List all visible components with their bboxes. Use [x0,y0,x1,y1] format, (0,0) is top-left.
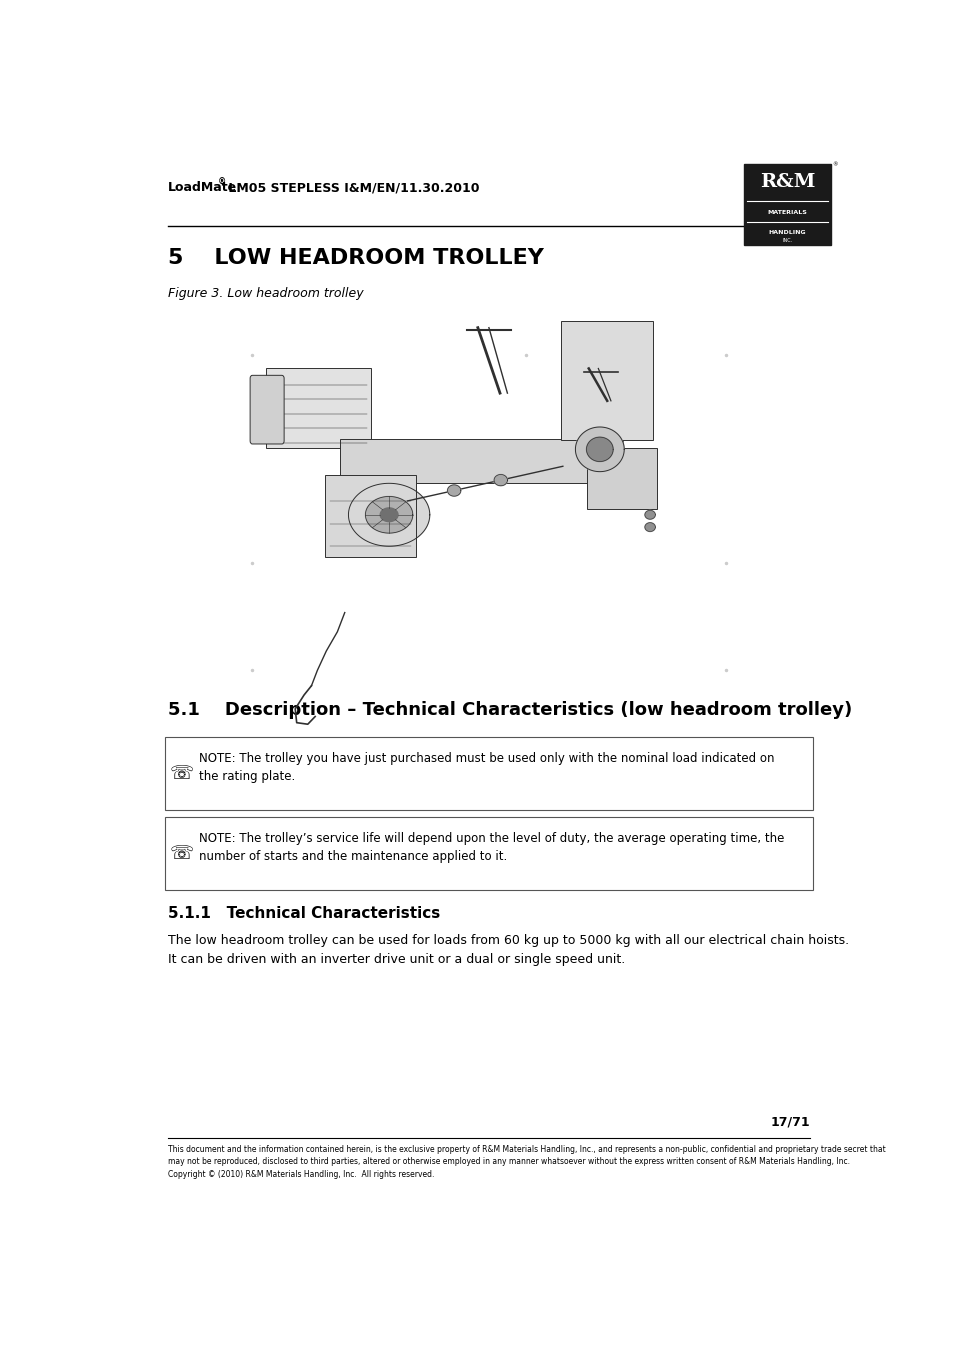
Text: ☏: ☏ [169,763,193,784]
Polygon shape [365,496,413,534]
Text: Figure 3. Low headroom trolley: Figure 3. Low headroom trolley [168,286,363,300]
Polygon shape [348,484,429,546]
Text: R&M: R&M [760,173,815,192]
Polygon shape [380,508,397,521]
Text: 17/71: 17/71 [769,1116,809,1128]
FancyBboxPatch shape [743,163,830,245]
Text: MATERIALS: MATERIALS [767,209,806,215]
Text: The low headroom trolley can be used for loads from 60 kg up to 5000 kg with all: The low headroom trolley can be used for… [168,934,848,966]
FancyBboxPatch shape [165,738,812,809]
Text: 5.1.1   Technical Characteristics: 5.1.1 Technical Characteristics [168,907,440,921]
FancyBboxPatch shape [250,376,284,444]
Text: NOTE: The trolley’s service life will depend upon the level of duty, the average: NOTE: The trolley’s service life will de… [199,832,783,863]
Polygon shape [494,474,507,486]
Polygon shape [586,438,613,462]
Polygon shape [644,511,655,519]
FancyBboxPatch shape [165,817,812,890]
Text: ☏: ☏ [169,844,193,863]
FancyBboxPatch shape [340,439,622,482]
Polygon shape [644,523,655,531]
Text: NOTE: The trolley you have just purchased must be used only with the nominal loa: NOTE: The trolley you have just purchase… [199,751,774,784]
FancyBboxPatch shape [266,367,371,449]
Text: ®: ® [831,162,837,168]
Polygon shape [447,485,460,496]
Text: LoadMate: LoadMate [168,181,237,195]
Text: ®: ® [218,178,227,188]
Text: This document and the information contained herein, is the exclusive property of: This document and the information contai… [168,1144,885,1178]
Text: 5.1    Description – Technical Characteristics (low headroom trolley): 5.1 Description – Technical Characterist… [168,701,851,719]
Text: INC.: INC. [781,238,792,243]
FancyBboxPatch shape [587,447,656,509]
Text: LM05 STEPLESS I&M/EN/11.30.2010: LM05 STEPLESS I&M/EN/11.30.2010 [223,181,478,195]
FancyBboxPatch shape [324,474,416,557]
FancyBboxPatch shape [560,322,653,440]
Polygon shape [575,427,623,471]
Text: 5    LOW HEADROOM TROLLEY: 5 LOW HEADROOM TROLLEY [168,249,543,269]
Text: HANDLING: HANDLING [768,230,805,235]
